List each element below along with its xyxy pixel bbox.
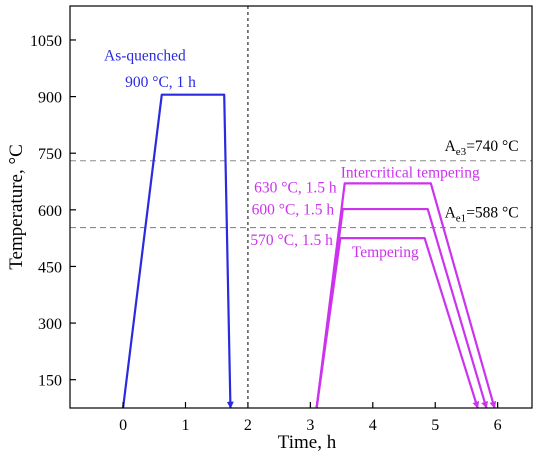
annotation-tempering: Tempering [352,244,419,261]
y-tick-label: 1050 [30,33,62,50]
ae3-label-sub: e3 [456,146,467,158]
y-tick-label: 300 [38,316,62,333]
x-tick-label: 5 [431,417,439,434]
ae1-label: Ae1=588 °C [445,205,519,225]
annotation-570c-1-5h: 570 °C, 1.5 h [250,232,333,249]
ae1-label-main: A [445,205,457,222]
y-axis-title: Temperature, °C [6,144,27,270]
y-tick-label: 450 [38,259,62,276]
ae3-label: Ae3=740 °C [445,138,519,158]
x-tick-label: 6 [494,417,502,434]
x-tick-label: 2 [244,417,252,434]
ae3-label-rest: =740 °C [466,138,518,155]
y-tick-label: 600 [38,203,62,220]
series-line-3 [315,237,480,409]
series-line-0 [121,93,234,409]
y-tick-label: 150 [38,373,62,390]
annotation-900c-1h: 900 °C, 1 h [125,74,196,91]
annotation-as-quenched: As-quenched [104,48,186,65]
ae1-label-rest: =588 °C [466,205,518,222]
y-tick-label: 750 [38,146,62,163]
x-tick-label: 1 [182,417,190,434]
annotation-630c-1-5h: 630 °C, 1.5 h [254,179,337,196]
plot-frame [69,5,533,409]
x-tick-label: 3 [306,417,314,434]
annotation-intercritical-tempering: Intercritical tempering [341,165,480,182]
x-tick-label: 4 [369,417,377,434]
y-tick-label: 900 [38,90,62,107]
x-axis-title: Time, h [278,432,337,453]
x-tick-label: 0 [119,417,127,434]
annotation-600c-1-5h: 600 °C, 1.5 h [252,201,335,218]
ae1-label-sub: e1 [456,213,466,225]
ae3-label-main: A [445,138,457,155]
